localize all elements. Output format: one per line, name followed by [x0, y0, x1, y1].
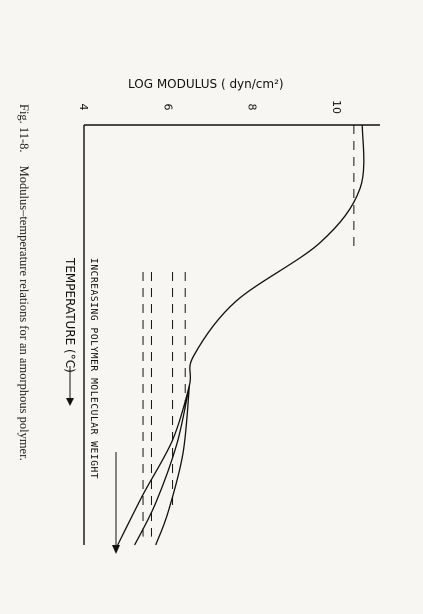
annotation-arrowhead — [112, 545, 120, 554]
modulus-curves — [117, 124, 365, 546]
y-tick-label: 10 — [330, 100, 343, 114]
y-tick-text: 10 — [330, 100, 343, 114]
y-tick-label: 6 — [161, 104, 174, 111]
x-axis-arrowhead — [66, 398, 74, 406]
modulus-curve-3 — [155, 385, 191, 546]
x-axis-label-group: TEMPERATURE (°C) — [63, 257, 77, 406]
modulus-curve-2 — [134, 385, 191, 546]
y-tick-labels: 4 6 8 10 — [77, 100, 343, 114]
figure-caption: Fig. 11-8. Modulus–temperature relations… — [17, 104, 31, 461]
y-axis-label: LOG MODULUS ( dyn/cm²) — [128, 77, 284, 91]
caption-text: Modulus–temperature relations for an amo… — [17, 166, 31, 461]
y-tick-text: 4 — [77, 104, 90, 111]
y-tick-text: 8 — [246, 104, 259, 111]
modulus-curve-1 — [117, 124, 365, 546]
annotation-text: INCREASING POLYMER MOLECULAR WEIGHT — [88, 258, 99, 479]
y-tick-text: 6 — [161, 104, 174, 111]
annotation-group: INCREASING POLYMER MOLECULAR WEIGHT — [88, 258, 99, 479]
caption-label: Fig. 11-8. — [17, 104, 31, 153]
x-axis-label: TEMPERATURE (°C) — [63, 257, 77, 373]
y-tick-label: 4 — [77, 104, 90, 111]
y-tick-label: 8 — [246, 104, 259, 111]
caption-group: Fig. 11-8. Modulus–temperature relations… — [17, 104, 31, 461]
dashed-reference-lines — [142, 125, 355, 537]
